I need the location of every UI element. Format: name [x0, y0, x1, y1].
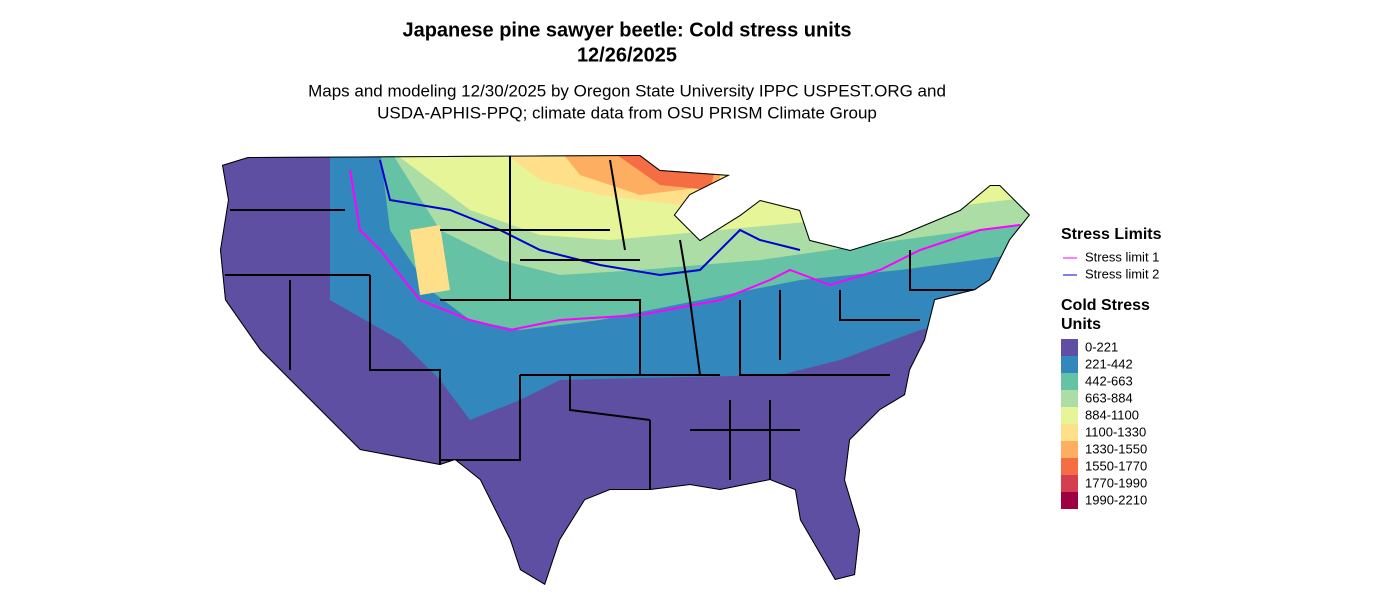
legend-label: 884-1100: [1085, 407, 1139, 422]
legend-label: 0-221: [1085, 339, 1118, 354]
legend-label: 1550-1770: [1085, 458, 1147, 473]
legend-label: 221-442: [1085, 356, 1133, 371]
region: [410, 225, 450, 295]
map-area: [220, 155, 1030, 585]
legend-label: 663-884: [1085, 390, 1133, 405]
legend-swatch: [1061, 356, 1078, 373]
legend-swatch: [1061, 492, 1078, 509]
legend-swatch: [1061, 390, 1078, 407]
stress-limit-2-line: [379, 159, 801, 277]
legend-swatch: [1061, 475, 1078, 492]
stress-limit-1-line: [349, 169, 1021, 332]
subtitle-line: Maps and modeling 12/30/2025 by Oregon S…: [308, 81, 946, 100]
legend-label: 1990-2210: [1085, 492, 1147, 507]
legend-title: Units: [1061, 316, 1101, 333]
title-line: Japanese pine sawyer beetle: Cold stress…: [402, 19, 851, 41]
legend-swatch: [1061, 373, 1078, 390]
legend-swatch: [1061, 441, 1078, 458]
stress-limit-lines: [349, 159, 1021, 332]
legend-swatch: [1061, 424, 1078, 441]
subtitle-line: USDA-APHIS-PPQ; climate data from OSU PR…: [377, 103, 877, 122]
legend-swatch: [1061, 339, 1078, 356]
legend-swatch: [1061, 458, 1078, 475]
legend-title: Stress Limits: [1061, 226, 1162, 243]
legend: Stress Limits Stress limit 1 Stress limit …: [1061, 226, 1162, 509]
legend-label: 1330-1550: [1085, 441, 1147, 456]
legend-label: 1100-1330: [1085, 424, 1146, 439]
legend-swatch: [1061, 407, 1078, 424]
title-date: 12/26/2025: [577, 44, 677, 66]
legend-label: 442-663: [1085, 373, 1133, 388]
legend-label: Stress limit 2: [1085, 266, 1159, 281]
legend-label: 1770-1990: [1085, 475, 1147, 490]
legend-title: Cold Stress: [1061, 297, 1150, 314]
legend-label: Stress limit 1: [1085, 249, 1159, 264]
